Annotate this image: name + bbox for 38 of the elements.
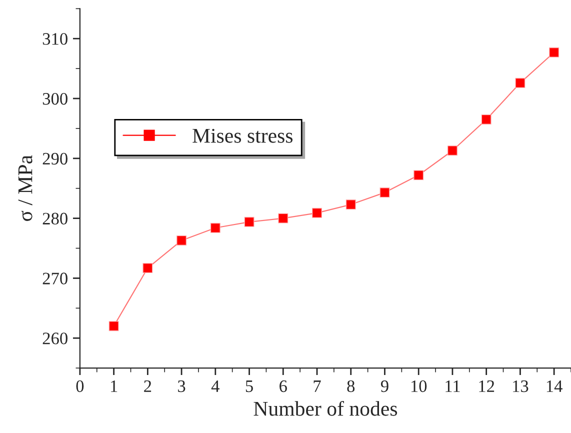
- y-tick-label: 290: [42, 152, 68, 165]
- point: [515, 78, 526, 88]
- x-tick-label: 14: [546, 380, 562, 392]
- point: [142, 263, 153, 274]
- x-tick-label: 11: [446, 380, 460, 392]
- point: [312, 208, 322, 218]
- x-tick-label: 13: [513, 380, 528, 392]
- x-tick-label: 4: [211, 380, 220, 392]
- x-tick-label: 0: [76, 380, 84, 392]
- point: [176, 235, 187, 246]
- point: [108, 321, 119, 332]
- point: [447, 146, 458, 156]
- x-tick-label: 5: [246, 380, 253, 392]
- x-tick-label: 6: [280, 380, 287, 392]
- point: [244, 216, 254, 227]
- point: [414, 170, 424, 180]
- point: [481, 114, 492, 124]
- x-tick-label: 1: [110, 380, 118, 392]
- point: [380, 188, 390, 198]
- point: [278, 213, 288, 224]
- point: [346, 200, 356, 210]
- y-tick-label: 260: [42, 332, 68, 344]
- y-tick-label: 300: [42, 92, 68, 105]
- x-tick-label: 2: [144, 380, 152, 392]
- y-tick-label: 270: [42, 272, 68, 284]
- x-axis-title: Number of nodes: [254, 400, 398, 416]
- x-tick-label: 10: [411, 380, 427, 392]
- x-tick-label: 3: [178, 380, 186, 392]
- y-tick-label: 280: [42, 212, 68, 224]
- legend-label: Mises stress: [192, 128, 293, 143]
- x-tick-label: 9: [380, 380, 388, 392]
- x-tick-label: 7: [314, 380, 321, 392]
- x-tick-label: 12: [479, 380, 494, 392]
- y-axis-title: σ / MPa: [18, 155, 32, 221]
- point: [210, 222, 220, 233]
- x-tick-label: 8: [347, 380, 355, 392]
- point: [549, 47, 560, 58]
- y-tick-label: 310: [42, 33, 68, 45]
